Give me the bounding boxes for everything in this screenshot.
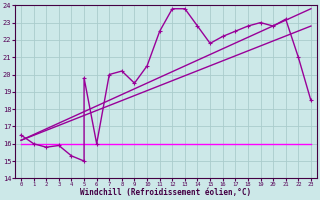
X-axis label: Windchill (Refroidissement éolien,°C): Windchill (Refroidissement éolien,°C) <box>80 188 252 197</box>
